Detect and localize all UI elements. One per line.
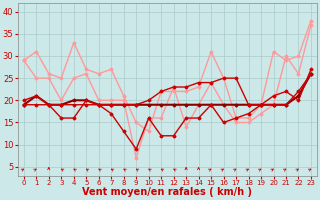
X-axis label: Vent moyen/en rafales ( km/h ): Vent moyen/en rafales ( km/h ) bbox=[82, 187, 252, 197]
